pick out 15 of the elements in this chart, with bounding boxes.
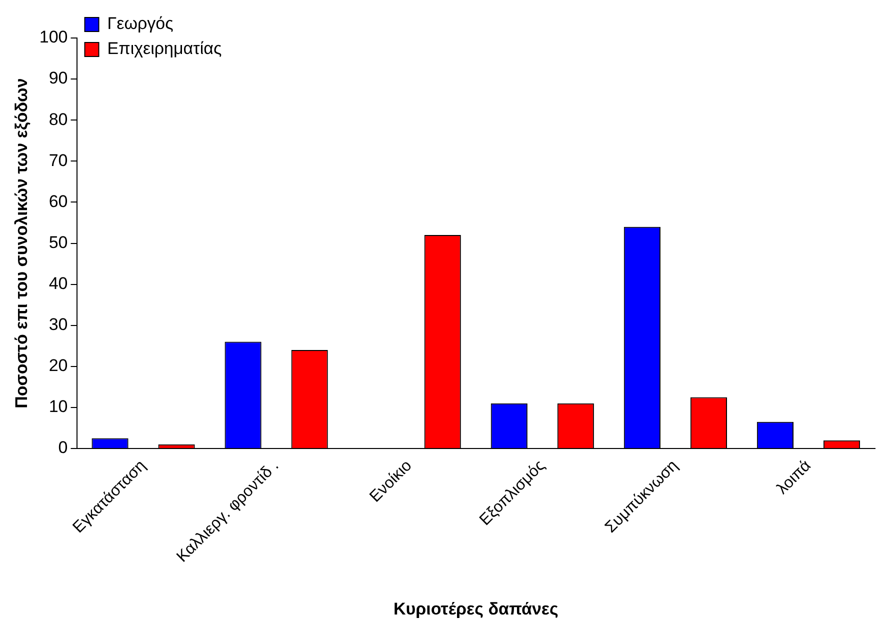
legend-label: Επιχειρηματίας: [107, 39, 222, 58]
y-tick-label: 50: [48, 232, 68, 252]
y-tick-label: 60: [48, 192, 68, 211]
y-axis-title: Ποσοστό επι του συνολικών των εξόδων: [12, 78, 31, 408]
y-tick-label: 80: [48, 110, 68, 129]
y-tick-label: 30: [48, 315, 68, 334]
y-tick-label: 70: [48, 150, 68, 170]
y-tick-label: 0: [58, 438, 68, 458]
y-tick-label: 90: [48, 68, 68, 88]
x-axis-title: Κυριοτέρες δαπάνες: [393, 599, 558, 618]
y-tick-label: 100: [39, 28, 68, 47]
y-tick-label: 20: [48, 356, 68, 376]
legend-label: Γεωργός: [107, 14, 174, 34]
y-tick-label: 10: [48, 397, 68, 416]
y-tick-label: 40: [48, 274, 68, 294]
